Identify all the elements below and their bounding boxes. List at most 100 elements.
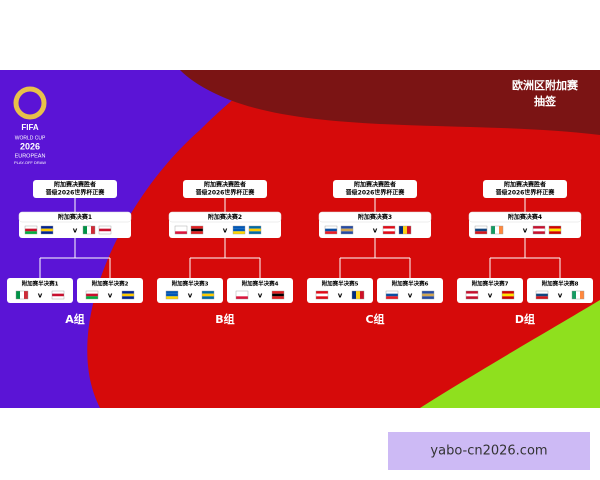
flag-border bbox=[548, 225, 562, 235]
flag bbox=[87, 226, 91, 234]
flag-border bbox=[398, 225, 412, 235]
flag bbox=[166, 293, 178, 297]
flag bbox=[386, 296, 398, 299]
flag bbox=[352, 291, 356, 299]
winner-label: 附加赛决赛胜者 bbox=[54, 181, 96, 189]
flag-border bbox=[324, 225, 338, 235]
winner-label: 晋级2026世界杯正赛 bbox=[346, 189, 406, 197]
flag bbox=[236, 291, 248, 294]
final-header bbox=[468, 211, 582, 223]
flag bbox=[24, 291, 28, 299]
vs: v bbox=[373, 227, 378, 235]
flag bbox=[249, 231, 261, 234]
flag-border bbox=[385, 290, 399, 300]
flag bbox=[191, 226, 203, 229]
logo: FIFA WORLD CUP 2026 EUROPEAN PLAY-OFF DR… bbox=[13, 86, 47, 165]
flag bbox=[236, 293, 248, 297]
flag-border bbox=[85, 290, 99, 300]
flag bbox=[325, 231, 337, 234]
flag bbox=[83, 226, 87, 234]
flag bbox=[316, 296, 328, 299]
winner-label: 附加赛决赛胜者 bbox=[204, 181, 246, 189]
flag bbox=[233, 231, 245, 234]
flag bbox=[122, 291, 134, 294]
flag bbox=[533, 231, 545, 234]
flag bbox=[502, 293, 514, 297]
flag bbox=[272, 293, 284, 297]
winner-box bbox=[33, 180, 117, 198]
flag-border bbox=[248, 225, 262, 235]
flag bbox=[341, 231, 353, 234]
flag-border bbox=[174, 225, 188, 235]
flag bbox=[466, 293, 478, 297]
flag-border bbox=[235, 290, 249, 300]
flag bbox=[166, 296, 178, 299]
winner-label: 晋级2026世界杯正赛 bbox=[196, 189, 256, 197]
flag bbox=[536, 296, 548, 299]
winner-box bbox=[183, 180, 267, 198]
flag bbox=[191, 228, 203, 232]
flag-border bbox=[474, 225, 488, 235]
flag-border bbox=[351, 290, 365, 300]
flag bbox=[576, 291, 580, 299]
flag bbox=[475, 226, 487, 229]
flag bbox=[341, 228, 353, 232]
final-header bbox=[168, 211, 282, 223]
subtitle: 抽签 bbox=[534, 94, 557, 108]
vs: v bbox=[38, 292, 43, 300]
vs: v bbox=[338, 292, 343, 300]
flag-border bbox=[24, 225, 38, 235]
flag bbox=[175, 228, 187, 232]
flag bbox=[383, 226, 395, 229]
flag bbox=[122, 296, 134, 299]
flag-border bbox=[340, 225, 354, 235]
vs: v bbox=[408, 292, 413, 300]
flag bbox=[25, 228, 37, 232]
flag bbox=[52, 291, 64, 294]
flag-border bbox=[201, 290, 215, 300]
group-label: C组 bbox=[365, 312, 384, 326]
flag bbox=[41, 228, 53, 232]
vs: v bbox=[223, 227, 228, 235]
flag bbox=[122, 293, 134, 297]
winner-label: 晋级2026世界杯正赛 bbox=[46, 189, 106, 197]
flag bbox=[475, 228, 487, 232]
flag bbox=[502, 291, 514, 294]
winner-box bbox=[333, 180, 417, 198]
flag bbox=[466, 296, 478, 299]
flag bbox=[403, 226, 407, 234]
flag-border bbox=[51, 290, 65, 300]
flag bbox=[20, 291, 24, 299]
flag bbox=[356, 291, 360, 299]
flag bbox=[99, 226, 111, 229]
vs: v bbox=[188, 292, 193, 300]
flag-border bbox=[232, 225, 246, 235]
winner-label: 附加赛决赛胜者 bbox=[354, 181, 396, 189]
flag bbox=[272, 291, 284, 294]
final-label: 附加赛决赛1 bbox=[58, 213, 92, 221]
flag bbox=[422, 293, 434, 297]
winner-label: 晋级2026世界杯正赛 bbox=[496, 189, 556, 197]
flag bbox=[549, 231, 561, 234]
flag bbox=[86, 293, 98, 297]
flag bbox=[580, 291, 584, 299]
group-label: B组 bbox=[215, 312, 234, 326]
vs: v bbox=[558, 292, 563, 300]
semi-label: 附加赛半决赛7 bbox=[472, 280, 509, 288]
flag bbox=[166, 291, 178, 294]
flag-border bbox=[40, 225, 54, 235]
flag bbox=[422, 296, 434, 299]
flag-border bbox=[421, 290, 435, 300]
flag-border bbox=[382, 225, 396, 235]
flag bbox=[495, 226, 499, 234]
flag bbox=[316, 293, 328, 297]
flag bbox=[249, 226, 261, 229]
flag bbox=[91, 226, 95, 234]
flag bbox=[191, 231, 203, 234]
flag-border bbox=[532, 225, 546, 235]
semi-label: 附加赛半决赛5 bbox=[322, 280, 359, 288]
flag bbox=[52, 296, 64, 299]
flag bbox=[399, 226, 403, 234]
flag bbox=[466, 291, 478, 294]
